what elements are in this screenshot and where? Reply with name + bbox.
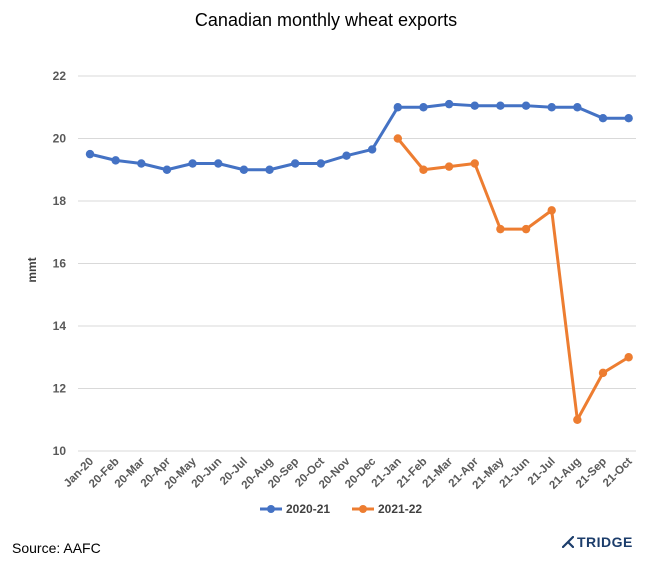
data-point (624, 113, 633, 123)
data-point (188, 159, 197, 168)
data-point (521, 224, 531, 234)
series-line (89, 102, 629, 172)
data-point (521, 101, 531, 110)
y-tick-label: 20 (53, 132, 67, 146)
tridge-logo-icon (562, 536, 574, 548)
x-axis-ticks: Jan-2020-Feb20-Mar20-Apr20-May20-Jun20-J… (62, 455, 635, 491)
data-point (85, 149, 95, 159)
data-point (470, 101, 479, 110)
y-axis-label: mmt (25, 257, 39, 282)
data-point (367, 145, 377, 154)
data-point (547, 206, 556, 215)
series-2020-21 (85, 99, 633, 174)
y-tick-label: 12 (53, 382, 67, 396)
data-point (598, 368, 608, 378)
data-point (265, 165, 274, 174)
data-point (162, 165, 172, 174)
data-point (444, 99, 454, 109)
data-point (444, 162, 454, 171)
y-tick-label: 10 (53, 444, 67, 458)
data-point (393, 103, 402, 112)
data-point (496, 101, 505, 110)
chart-title: Canadian monthly wheat exports (194, 10, 458, 30)
brand-name: TRIDGE (577, 534, 633, 550)
y-axis-ticks: 10 12 14 16 18 20 22 (53, 69, 67, 458)
data-point (598, 113, 608, 123)
data-point (547, 103, 556, 112)
series-layer (85, 99, 633, 424)
y-tick-label: 14 (53, 319, 67, 333)
series-line (396, 137, 630, 422)
data-point (470, 159, 479, 168)
legend-label: 2020-21 (286, 502, 330, 516)
data-point (573, 415, 582, 424)
data-point (496, 224, 505, 234)
data-point (342, 151, 351, 160)
grid-layer (78, 75, 636, 452)
brand-logo: TRIDGE (562, 534, 633, 550)
series-2021-22 (393, 134, 633, 424)
data-point (137, 159, 146, 168)
data-point (291, 159, 300, 168)
data-point (239, 165, 249, 174)
data-point (214, 159, 223, 168)
legend: 2020-21 2021-22 (260, 502, 422, 516)
data-point (573, 103, 582, 112)
data-point (316, 159, 326, 168)
data-point (393, 134, 402, 143)
x-tick-label: 21-Oct (601, 456, 635, 490)
y-tick-label: 22 (53, 69, 67, 83)
data-point (419, 103, 428, 112)
data-point (111, 156, 120, 165)
y-tick-label: 16 (53, 257, 67, 271)
source-note: Source: AAFC (12, 540, 101, 556)
y-tick-label: 18 (53, 194, 67, 208)
legend-marker (359, 505, 367, 513)
data-point (419, 165, 428, 174)
data-point (624, 353, 633, 362)
legend-label: 2021-22 (378, 502, 422, 516)
legend-marker (267, 505, 275, 513)
